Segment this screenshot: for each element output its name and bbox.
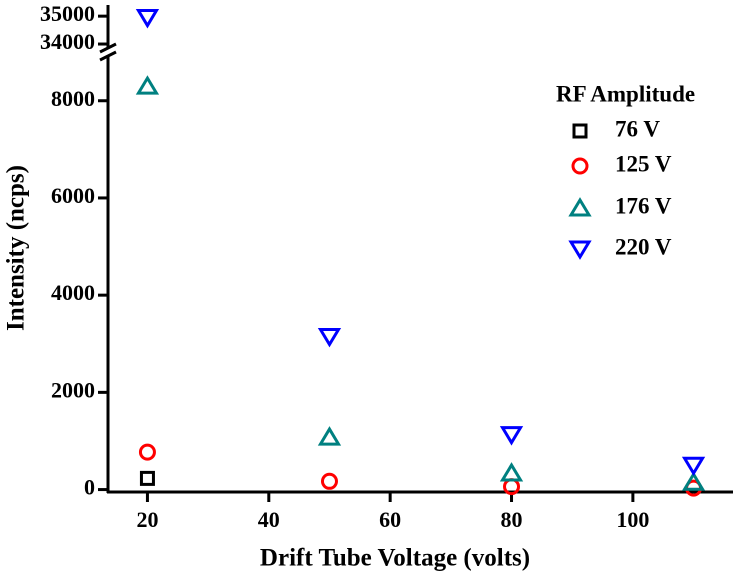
y-tick-label: 0 bbox=[84, 475, 95, 500]
y-tick-label: 35000 bbox=[40, 1, 95, 26]
data-point bbox=[681, 456, 706, 477]
y-tick-label: 6000 bbox=[51, 183, 95, 208]
legend-marker bbox=[568, 240, 592, 260]
legend-marker bbox=[572, 123, 588, 139]
y-tick-label: 2000 bbox=[51, 377, 95, 402]
y-tick-label: 8000 bbox=[51, 86, 95, 111]
y-tick-label: 4000 bbox=[51, 280, 95, 305]
axis-break bbox=[99, 42, 117, 54]
data-point bbox=[320, 472, 338, 490]
legend-marker bbox=[568, 197, 592, 217]
legend-title: RF Amplitude bbox=[556, 81, 695, 106]
data-point bbox=[317, 327, 342, 348]
legend-label: 220 V bbox=[615, 234, 672, 259]
legend-label: 125 V bbox=[615, 151, 672, 176]
data-point bbox=[135, 9, 160, 29]
data-point bbox=[681, 471, 706, 491]
axis-break bbox=[99, 50, 117, 62]
legend-label: 176 V bbox=[615, 193, 672, 218]
x-tick-label: 80 bbox=[501, 507, 523, 532]
legend-marker bbox=[571, 157, 589, 175]
data-point bbox=[139, 470, 155, 486]
y-axis-label: Intensity (ncps) bbox=[3, 165, 30, 331]
x-axis-label: Drift Tube Voltage (volts) bbox=[260, 545, 530, 572]
x-tick-label: 100 bbox=[616, 507, 649, 532]
x-tick-label: 20 bbox=[136, 507, 158, 532]
data-point bbox=[499, 426, 524, 446]
data-point bbox=[135, 75, 160, 95]
data-point bbox=[317, 426, 342, 446]
data-point bbox=[138, 443, 156, 461]
y-tick-label: 34000 bbox=[40, 29, 95, 54]
x-tick-label: 60 bbox=[379, 507, 401, 532]
data-point bbox=[499, 462, 524, 482]
x-tick-label: 40 bbox=[258, 507, 280, 532]
legend-label: 76 V bbox=[615, 116, 660, 141]
